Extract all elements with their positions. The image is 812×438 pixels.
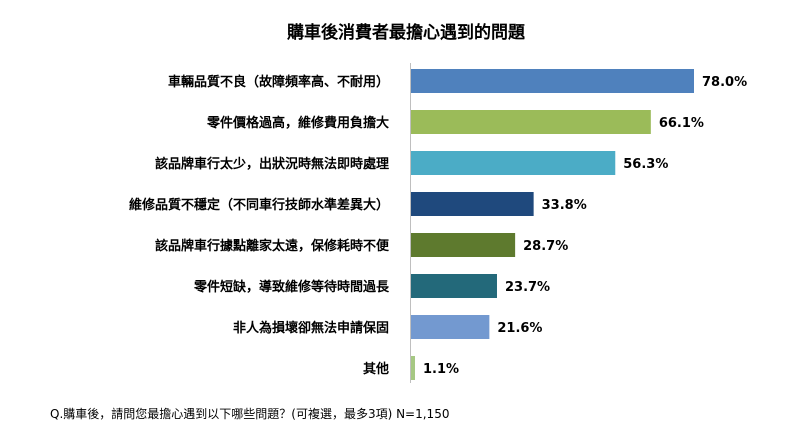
value-label: 21.6%	[497, 321, 542, 336]
category-label: 車輛品質不良（故障頻率高、不耐用）	[168, 74, 389, 90]
category-label: 非人為損壞卻無法申請保固	[233, 320, 389, 336]
bar	[411, 192, 534, 216]
bar	[411, 110, 651, 134]
chart-title: 購車後消費者最擔心遇到的問題	[287, 22, 526, 43]
value-label: 23.7%	[505, 280, 550, 295]
category-label: 零件短缺，導致維修等待時間過長	[193, 279, 390, 295]
category-label: 零件價格過高，維修費用負擔大	[206, 115, 389, 131]
value-label: 1.1%	[423, 362, 459, 377]
category-label: 該品牌車行據點離家太遠，保修耗時不便	[155, 238, 390, 254]
bar	[411, 69, 694, 93]
value-label: 28.7%	[523, 239, 568, 254]
chart-footnote: Q.購車後，請問您最擔心遇到以下哪些問題？(可複選，最多3項) N=1,150	[50, 406, 449, 421]
bars-group: 車輛品質不良（故障頻率高、不耐用） 78.0% 零件價格過高，維修費用負擔大 66.1…	[129, 69, 747, 380]
bar	[411, 315, 490, 339]
value-label: 78.0%	[702, 75, 747, 90]
value-label: 66.1%	[659, 116, 704, 131]
category-label: 其他	[363, 361, 389, 377]
bar	[411, 356, 415, 380]
value-label: 33.8%	[542, 198, 587, 213]
bar	[411, 274, 497, 298]
category-label: 該品牌車行太少，出狀況時無法即時處理	[155, 156, 389, 172]
value-label: 56.3%	[623, 157, 668, 172]
bar	[411, 151, 616, 175]
bar	[411, 233, 516, 257]
category-label: 維修品質不穩定（不同車行技師水準差異大）	[129, 197, 389, 213]
